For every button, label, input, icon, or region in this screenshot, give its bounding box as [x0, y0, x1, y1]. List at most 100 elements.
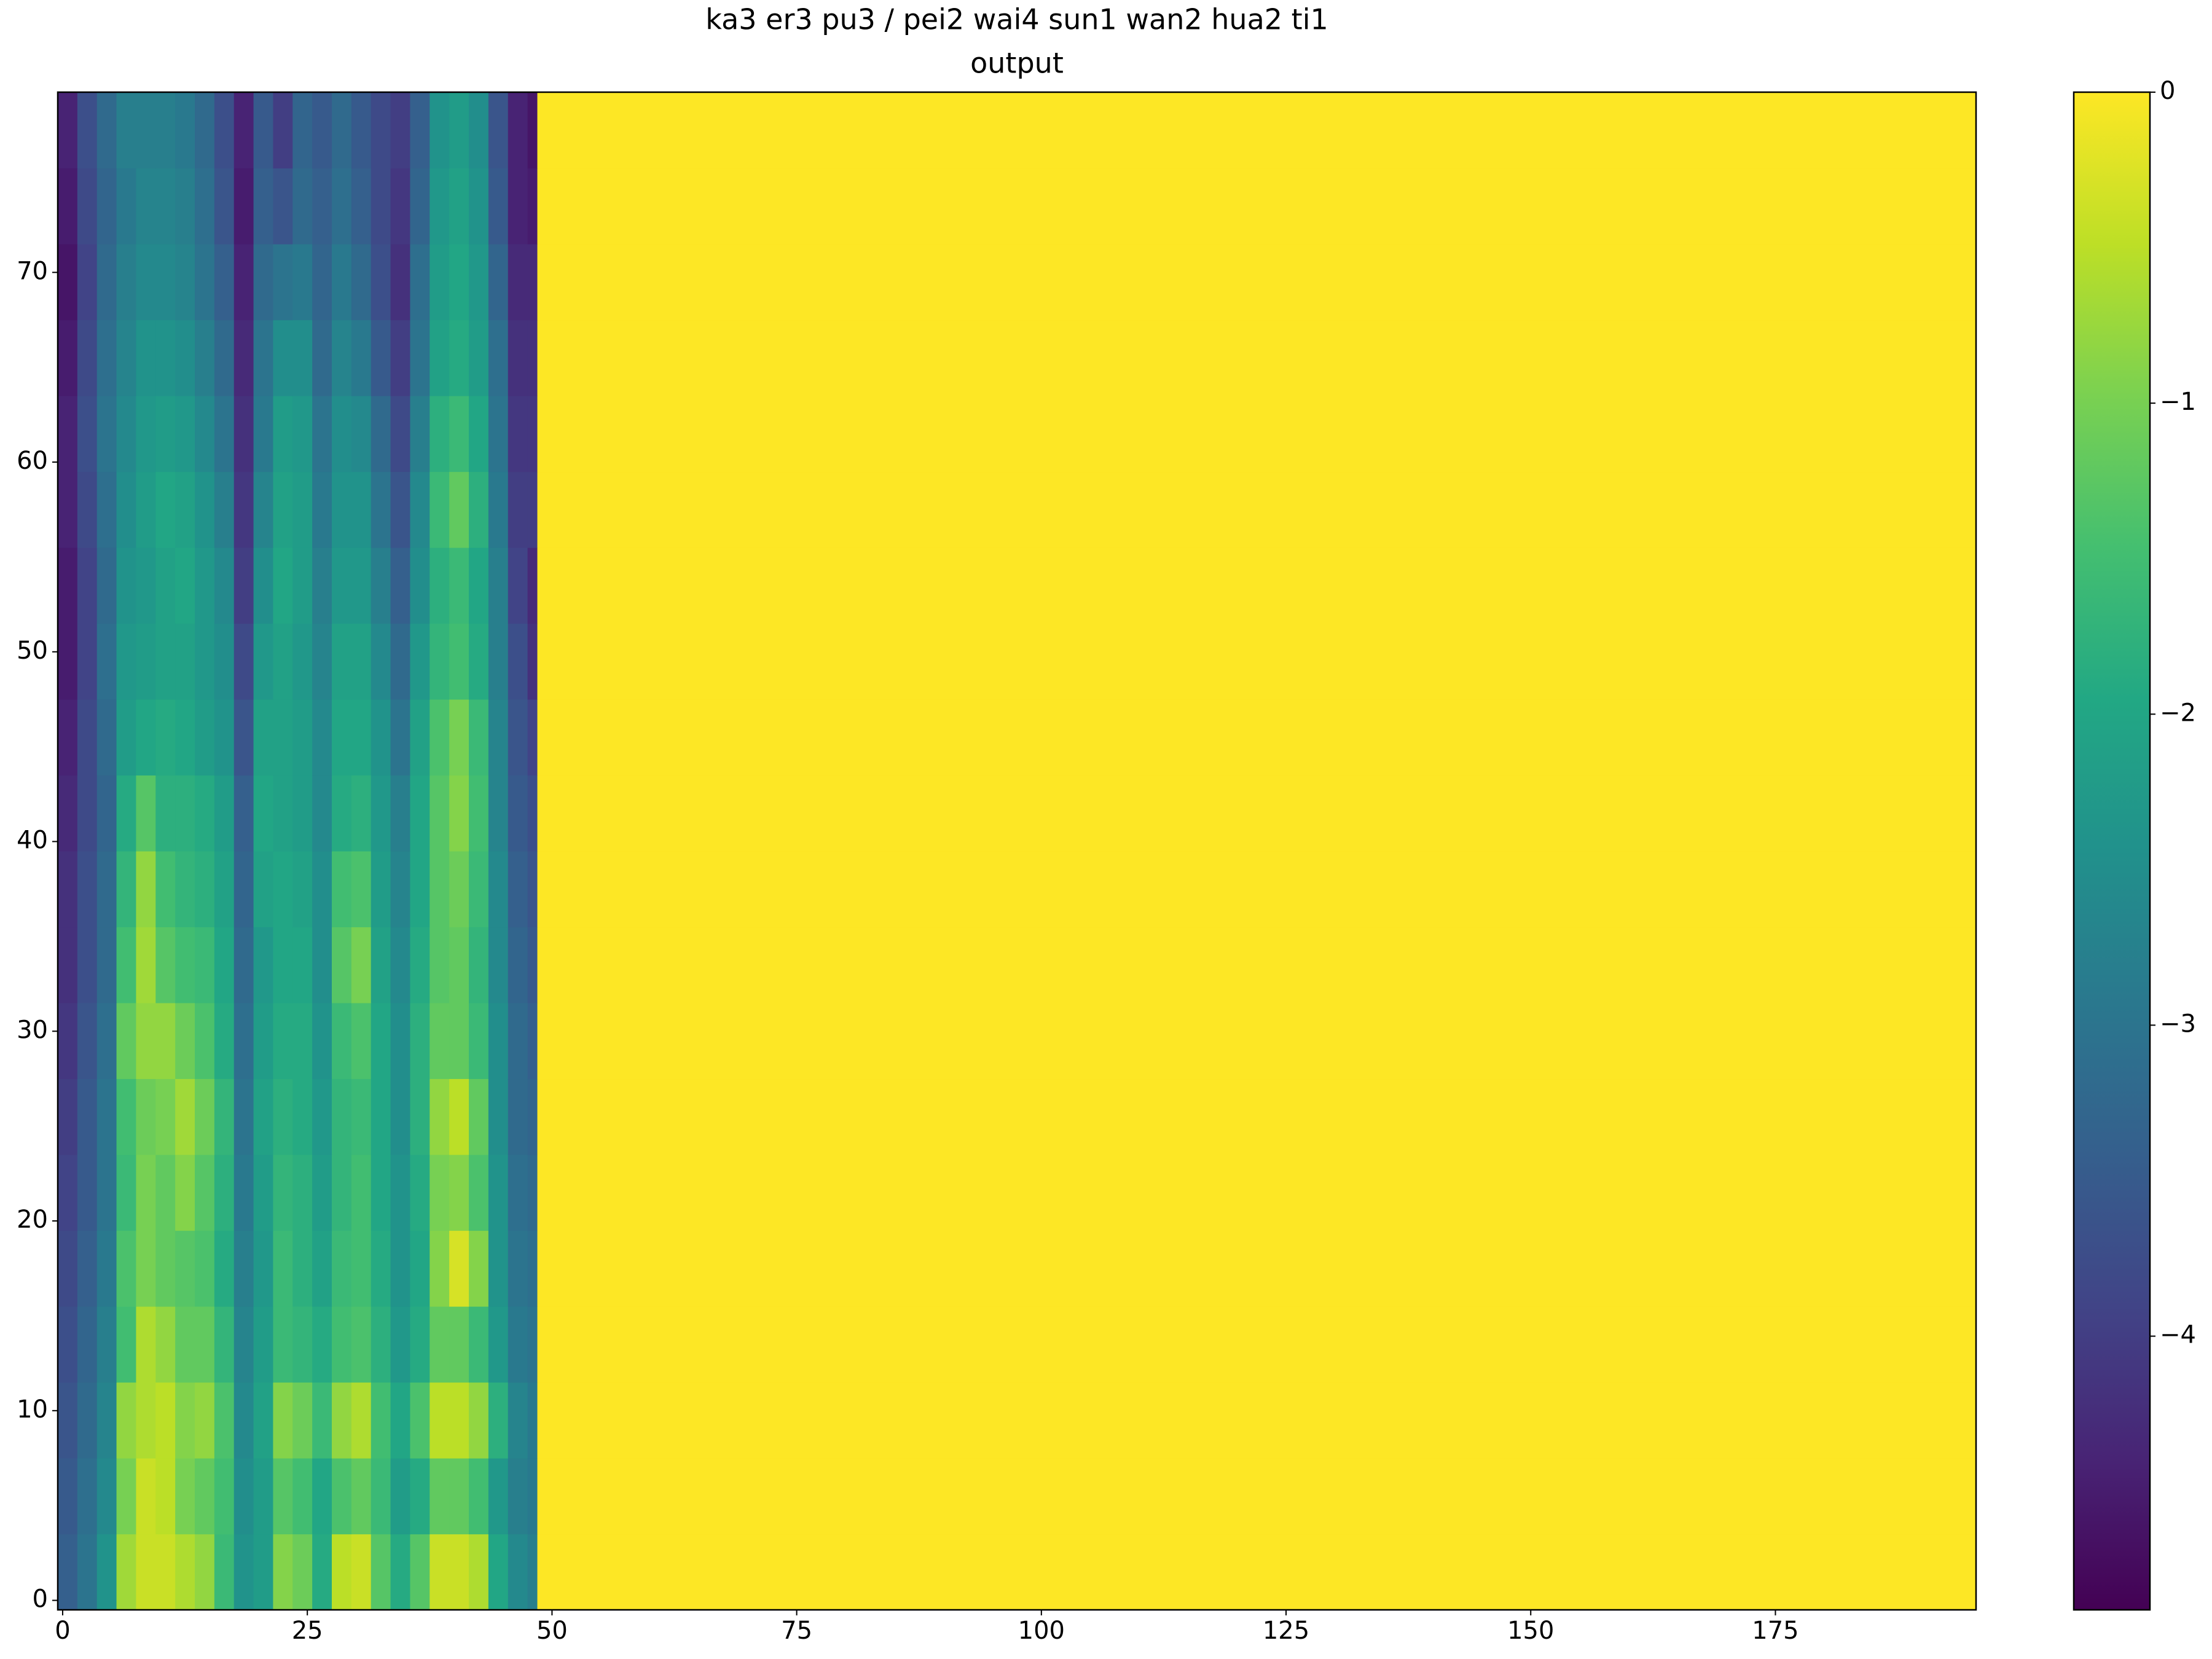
heatmap-cell: [233, 851, 254, 928]
heatmap-cell: [195, 1382, 215, 1459]
heatmap-cell: [429, 623, 450, 700]
heatmap-cell: [469, 775, 489, 852]
heatmap-cell: [429, 1382, 450, 1459]
heatmap-cell: [175, 851, 195, 928]
heatmap-cell: [214, 471, 235, 548]
heatmap-cell: [77, 1458, 98, 1535]
heatmap-cell: [96, 244, 117, 321]
heatmap-cell: [96, 547, 117, 624]
heatmap-cell: [214, 927, 235, 1003]
heatmap-cell: [488, 1534, 509, 1610]
heatmap-cell: [410, 396, 430, 473]
heatmap-cell: [175, 1230, 195, 1307]
heatmap-cell: [449, 244, 469, 321]
heatmap-cell: [332, 699, 352, 776]
heatmap-cell: [195, 1534, 215, 1610]
heatmap-cell: [332, 623, 352, 700]
heatmap-cell: [116, 547, 137, 624]
heatmap-cell: [537, 92, 1977, 169]
heatmap-cell: [77, 1078, 98, 1155]
heatmap-cell: [273, 775, 293, 852]
heatmap-cell: [58, 1155, 78, 1231]
heatmap-cell: [155, 1078, 176, 1155]
heatmap-cell: [527, 851, 538, 928]
heatmap-cell: [527, 699, 538, 776]
heatmap-cell: [351, 92, 372, 169]
heatmap-cell: [371, 1078, 391, 1155]
heatmap-cell: [233, 471, 254, 548]
heatmap-cell: [116, 1155, 137, 1231]
heatmap-cell: [58, 244, 78, 321]
heatmap-cell: [508, 168, 528, 245]
heatmap-cell: [410, 1003, 430, 1080]
heatmap-cell: [449, 851, 469, 928]
heatmap-cell: [508, 1155, 528, 1231]
heatmap-cell: [77, 396, 98, 473]
heatmap-cell: [195, 1306, 215, 1383]
heatmap-cell: [488, 320, 509, 396]
x-tick-label: 75: [781, 1617, 812, 1645]
heatmap-cell: [233, 1230, 254, 1307]
heatmap-cell: [390, 699, 411, 776]
heatmap-cell: [175, 471, 195, 548]
heatmap-cell: [312, 699, 332, 776]
heatmap-cell: [292, 471, 313, 548]
heatmap-cell: [371, 851, 391, 928]
heatmap-cell: [96, 1003, 117, 1080]
heatmap-cell: [469, 320, 489, 396]
heatmap-cell: [371, 1155, 391, 1231]
heatmap-cell: [527, 1155, 538, 1231]
heatmap-cell: [449, 168, 469, 245]
heatmap-cell: [371, 320, 391, 396]
heatmap-cell: [429, 168, 450, 245]
heatmap-cell: [410, 92, 430, 169]
heatmap-cell: [351, 1155, 372, 1231]
heatmap-cell: [155, 168, 176, 245]
heatmap-cell: [537, 927, 1977, 1003]
heatmap-cell: [96, 927, 117, 1003]
heatmap-cell: [390, 1230, 411, 1307]
heatmap-cell: [214, 775, 235, 852]
colorbar: [2073, 91, 2151, 1611]
heatmap-cell: [233, 547, 254, 624]
heatmap-cell: [508, 320, 528, 396]
heatmap-cell: [312, 775, 332, 852]
heatmap-cell: [96, 1306, 117, 1383]
heatmap-cell: [527, 92, 538, 169]
heatmap-cell: [96, 471, 117, 548]
heatmap-cell: [469, 1230, 489, 1307]
heatmap-cell: [253, 1458, 274, 1535]
heatmap-cell: [312, 92, 332, 169]
heatmap-cell: [508, 396, 528, 473]
heatmap-cell: [537, 1003, 1977, 1080]
heatmap-cell: [508, 1534, 528, 1610]
heatmap-cell: [537, 320, 1977, 396]
heatmap-cell: [214, 1306, 235, 1383]
heatmap-cell: [116, 1306, 137, 1383]
heatmap-cell: [136, 244, 156, 321]
heatmap-cell: [332, 927, 352, 1003]
heatmap-cell: [136, 623, 156, 700]
heatmap-cell: [136, 168, 156, 245]
heatmap-cell: [233, 1003, 254, 1080]
heatmap-cell: [96, 1382, 117, 1459]
heatmap-cell: [116, 1230, 137, 1307]
heatmap-cell: [312, 1230, 332, 1307]
heatmap-cell: [214, 851, 235, 928]
heatmap-cell: [253, 547, 274, 624]
heatmap-cell: [273, 244, 293, 321]
heatmap-cell: [429, 547, 450, 624]
heatmap-cell: [332, 1155, 352, 1231]
heatmap-cell: [116, 1003, 137, 1080]
heatmap-cell: [233, 927, 254, 1003]
heatmap-cell: [155, 1306, 176, 1383]
heatmap-cell: [292, 547, 313, 624]
heatmap-cell: [195, 1003, 215, 1080]
heatmap-cell: [116, 92, 137, 169]
heatmap-cell: [58, 699, 78, 776]
heatmap-cell: [214, 1458, 235, 1535]
heatmap-cell: [351, 775, 372, 852]
heatmap-cell: [233, 1458, 254, 1535]
heatmap-cell: [116, 623, 137, 700]
heatmap-cell: [351, 168, 372, 245]
